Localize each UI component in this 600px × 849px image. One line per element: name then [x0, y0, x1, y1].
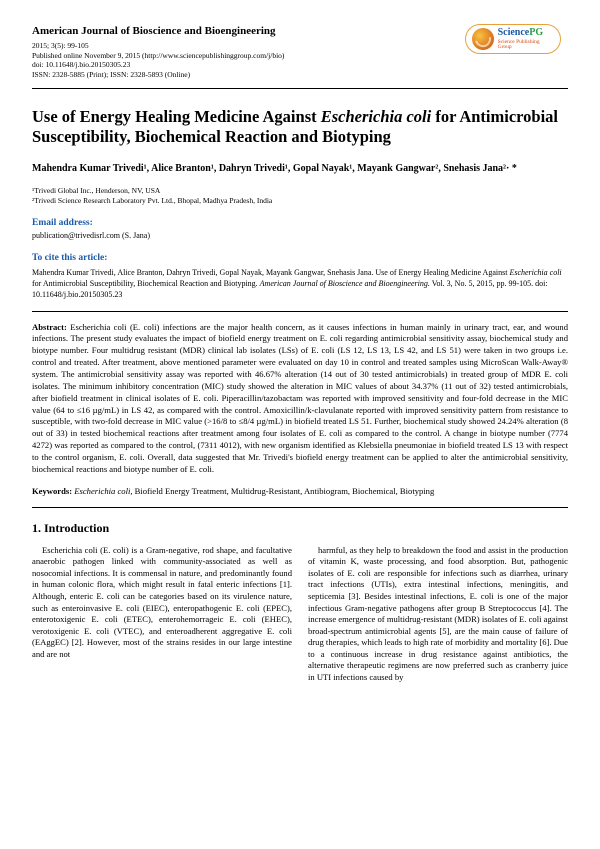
abstract-body: Escherichia coli (E. coli) infections ar…	[32, 322, 568, 474]
cite-label: To cite this article:	[32, 252, 568, 265]
journal-name: American Journal of Bioscience and Bioen…	[32, 24, 458, 39]
divider-top	[32, 311, 568, 312]
keywords-label: Keywords:	[32, 486, 72, 496]
meta-doi: doi: 10.11648/j.bio.20150305.23	[32, 60, 458, 70]
logo-line1: SciencePG	[498, 28, 554, 38]
column-left: Escherichia coli (E. coli) is a Gram-neg…	[32, 545, 292, 684]
cite-italic2: American Journal of Bioscience and Bioen…	[260, 279, 430, 288]
title-pre: Use of Energy Healing Medicine Against	[32, 107, 321, 126]
meta-published: Published online November 9, 2015 (http:…	[32, 51, 458, 61]
cite-mid: for Antimicrobial Susceptibility, Bioche…	[32, 279, 260, 288]
affiliation-2: ²Trivedi Science Research Laboratory Pvt…	[32, 196, 568, 207]
section-heading-introduction: 1. Introduction	[32, 520, 568, 536]
abstract-label: Abstract:	[32, 322, 67, 332]
cite-text: Mahendra Kumar Trivedi, Alice Branton, D…	[32, 267, 568, 301]
cite-block: To cite this article: Mahendra Kumar Tri…	[32, 252, 568, 300]
affiliations: ¹Trivedi Global Inc., Henderson, NV, USA…	[32, 186, 568, 207]
meta-issn: ISSN: 2328-5885 (Print); ISSN: 2328-5893…	[32, 70, 458, 80]
keywords-rest: , Biofield Energy Treatment, Multidrug-R…	[130, 486, 434, 496]
divider-bottom	[32, 507, 568, 508]
logo-subtitle: Science Publishing Group	[498, 40, 554, 51]
meta-issue: 2015; 3(5): 99-105	[32, 41, 458, 51]
cite-italic1: Escherichia coli	[509, 268, 561, 277]
cite-pre: Mahendra Kumar Trivedi, Alice Branton, D…	[32, 268, 509, 277]
email-block: Email address: publication@trivedisrl.co…	[32, 217, 568, 243]
logo-text: SciencePG Science Publishing Group	[498, 28, 554, 51]
journal-meta: 2015; 3(5): 99-105 Published online Nove…	[32, 41, 458, 80]
body-columns: Escherichia coli (E. coli) is a Gram-neg…	[32, 545, 568, 684]
column-right: harmful, as they help to breakdown the f…	[308, 545, 568, 684]
publisher-logo: SciencePG Science Publishing Group	[458, 24, 568, 54]
abstract: Abstract: Escherichia coli (E. coli) inf…	[32, 322, 568, 476]
journal-block: American Journal of Bioscience and Bioen…	[32, 24, 458, 80]
logo-pg: PG	[529, 27, 543, 38]
author-list: Mahendra Kumar Trivedi¹, Alice Branton¹,…	[32, 162, 568, 176]
intro-paragraph-left: Escherichia coli (E. coli) is a Gram-neg…	[32, 545, 292, 661]
keywords: Keywords: Escherichia coli, Biofield Ene…	[32, 486, 568, 498]
logo-badge: SciencePG Science Publishing Group	[465, 24, 561, 54]
affiliation-1: ¹Trivedi Global Inc., Henderson, NV, USA	[32, 186, 568, 197]
email-label: Email address:	[32, 217, 568, 230]
title-italic: Escherichia coli	[321, 107, 431, 126]
article-title: Use of Energy Healing Medicine Against E…	[32, 107, 568, 148]
page-header: American Journal of Bioscience and Bioen…	[32, 24, 568, 89]
email-value: publication@trivedisrl.com (S. Jana)	[32, 231, 568, 242]
intro-paragraph-right: harmful, as they help to breakdown the f…	[308, 545, 568, 684]
keywords-italic: Escherichia coli	[72, 486, 130, 496]
globe-swirl-icon	[472, 28, 494, 50]
logo-science: Science	[498, 27, 530, 38]
